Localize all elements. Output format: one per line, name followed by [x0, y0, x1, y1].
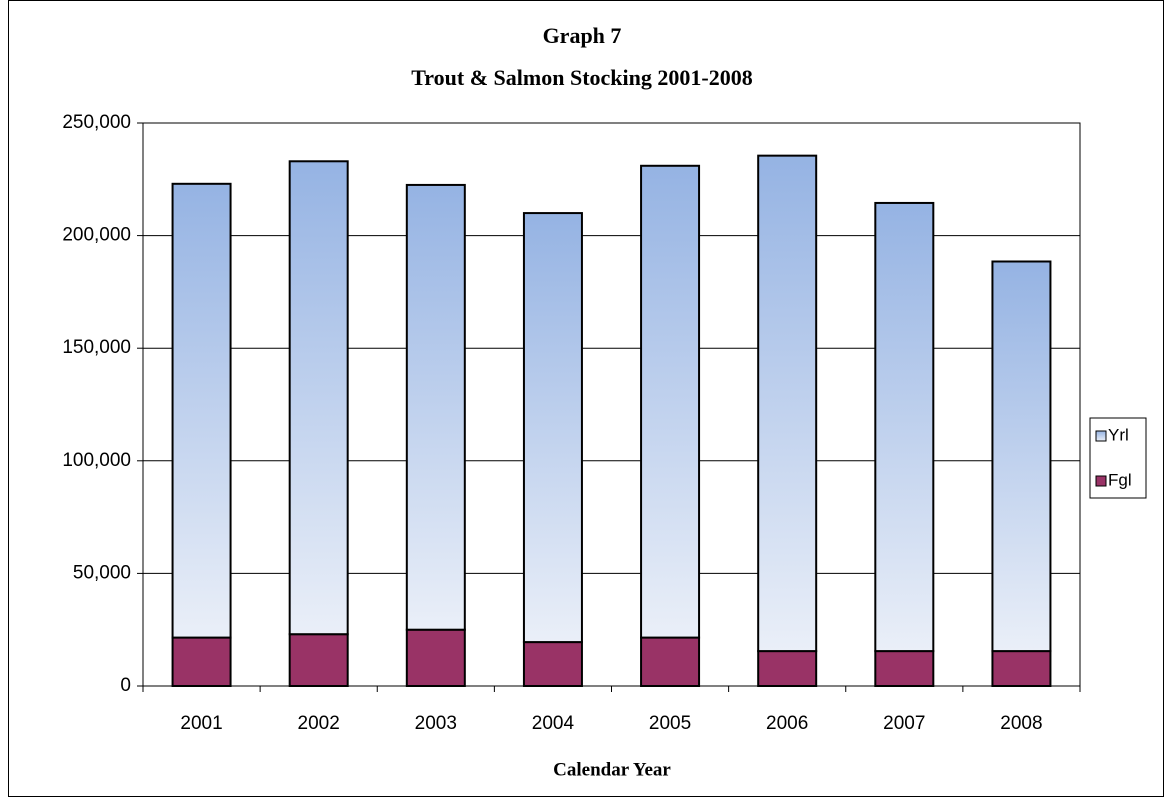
bar-segment [991, 260, 1052, 653]
x-tick-label: 2006 [766, 713, 808, 734]
y-tick-label: 100,000 [62, 450, 131, 471]
legend-label: Fgl [1108, 470, 1132, 489]
legend-swatch [1095, 430, 1107, 442]
x-tick-label: 2007 [883, 713, 925, 734]
chart-subtitle: Trout & Salmon Stocking 2001-2008 [411, 65, 752, 90]
bar-segment [288, 633, 349, 687]
x-tick-label: 2005 [649, 713, 691, 734]
y-tick-label: 150,000 [62, 337, 131, 358]
bar-segment [757, 154, 818, 653]
bar-segment [171, 182, 232, 639]
x-tick-label: 2001 [180, 713, 222, 734]
bar-segment [757, 650, 818, 687]
bar-segment [405, 628, 466, 688]
legend-label: Yrl [1108, 425, 1129, 444]
y-tick-label: 50,000 [73, 562, 131, 583]
chart-title: Graph 7 [543, 23, 622, 48]
y-tick-label: 250,000 [62, 112, 131, 133]
bar-segment [522, 212, 583, 644]
x-tick-label: 2003 [415, 713, 457, 734]
x-tick-label: 2008 [1000, 713, 1042, 734]
x-axis-title: Calendar Year [553, 759, 671, 780]
y-tick-label: 0 [120, 675, 131, 696]
bar-segment [171, 636, 232, 687]
bar-segment [640, 636, 701, 687]
x-tick-label: 2004 [532, 713, 575, 734]
bar-segment [874, 201, 935, 653]
y-tick-label: 200,000 [62, 225, 131, 246]
bar-segment [640, 164, 701, 639]
bar-segment [288, 160, 349, 636]
bar-segment [405, 183, 466, 631]
legend-swatch [1095, 475, 1107, 487]
bar-segment [991, 650, 1052, 687]
bar-segment [874, 650, 935, 687]
bar-segment [522, 641, 583, 687]
x-tick-label: 2002 [298, 713, 340, 734]
